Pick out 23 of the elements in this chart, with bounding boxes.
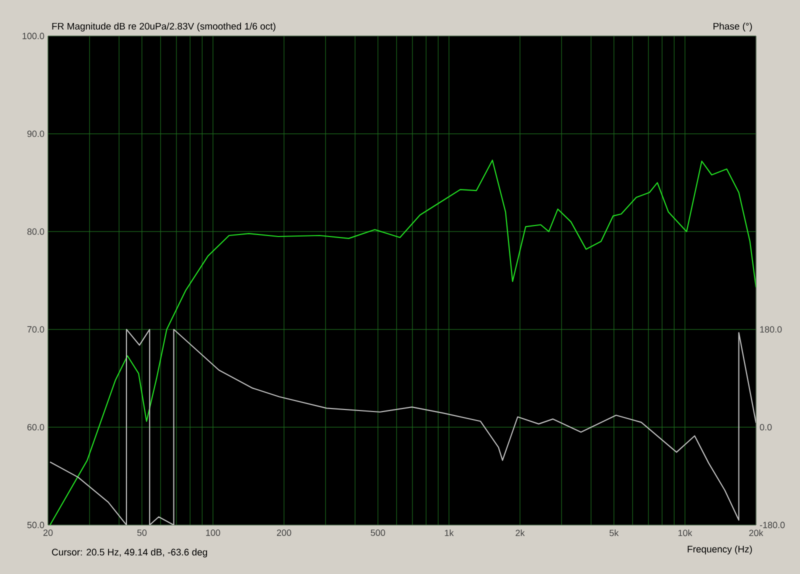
x-tick-label: 200 [276, 530, 292, 536]
y-axis-title: FR Magnitude dB re 20uPa/2.83V (smoothed 1/6 oct) [52, 22, 276, 32]
y-tick-label: 100.0 [22, 32, 44, 40]
x-tick-label: 10k [678, 530, 692, 536]
x-tick-label: 5k [610, 530, 619, 536]
x-tick-label: 2k [516, 530, 525, 536]
y2-tick-label: -180.0 [760, 522, 785, 528]
y-tick-label: 50.0 [27, 522, 44, 528]
x-tick-label: 500 [370, 530, 386, 536]
text: Cursor: 20.5 Hz, 49.14 dB, -63.6 deg [52, 548, 208, 558]
x-axis-title: Frequency (Hz) [688, 546, 752, 554]
x-tick-label: 20k [749, 530, 764, 536]
x-tick-label: 1k [444, 530, 454, 536]
y2-tick-label: 180.0 [760, 326, 782, 333]
x-tick-label: 20 [43, 530, 53, 536]
y-tick-label: 90.0 [27, 130, 44, 137]
y-tick-label: 80.0 [27, 228, 44, 235]
y2-tick-label: 0.0 [760, 424, 772, 430]
y2-axis-title: Phase (°) [714, 22, 752, 32]
x-tick-label: 100 [206, 530, 220, 536]
y-tick-label: 60.0 [27, 424, 44, 430]
x-tick-label: 50 [137, 530, 147, 536]
y-tick-label: 70.0 [27, 326, 44, 333]
